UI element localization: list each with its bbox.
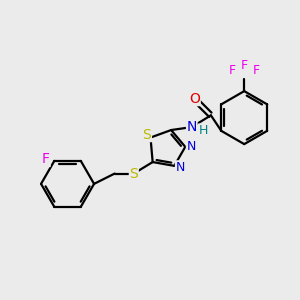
Text: N: N — [176, 161, 185, 174]
Text: O: O — [189, 92, 200, 106]
Text: S: S — [129, 167, 138, 181]
Text: F: F — [228, 64, 236, 77]
Text: N: N — [187, 120, 197, 134]
Text: F: F — [241, 59, 248, 72]
Text: F: F — [42, 152, 50, 167]
Text: F: F — [253, 64, 260, 77]
Text: S: S — [142, 128, 152, 142]
Text: H: H — [198, 124, 208, 137]
Text: N: N — [187, 140, 196, 153]
